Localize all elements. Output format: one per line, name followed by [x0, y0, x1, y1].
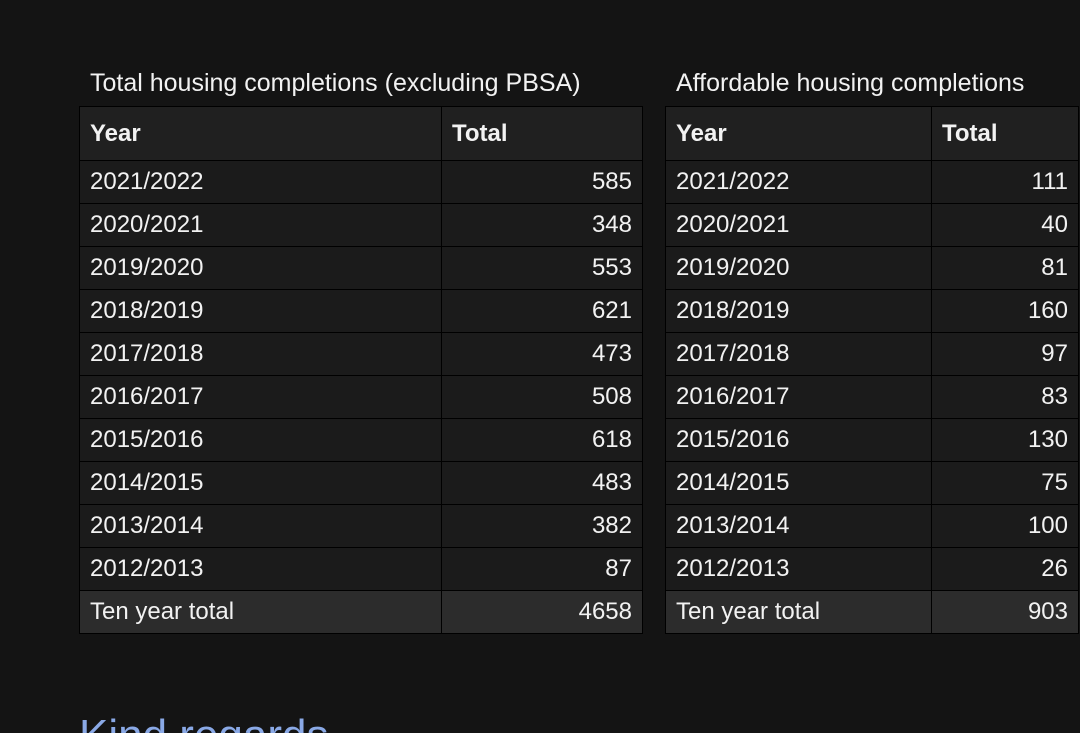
total-cell: 83 [931, 375, 1079, 419]
table-row: 2016/2017 83 [665, 375, 1079, 419]
table-row: 2020/2021 348 [79, 203, 643, 247]
total-cell: 40 [931, 203, 1079, 247]
table-caption: Affordable housing completions [676, 69, 1025, 97]
column-header-total: Total [441, 106, 643, 161]
table-row: 2017/2018 473 [79, 332, 643, 376]
closing-salutation: Kind regards [79, 706, 328, 733]
year-cell: 2019/2020 [665, 246, 932, 290]
table-row: 2012/2013 87 [79, 547, 643, 591]
ten-year-total-row: Ten year total 903 [665, 590, 1079, 634]
year-cell: 2018/2019 [665, 289, 932, 333]
table-row: 2013/2014 100 [665, 504, 1079, 548]
total-cell: 618 [441, 418, 643, 462]
total-cell: 81 [931, 246, 1079, 290]
ten-year-total-row: Ten year total 4658 [79, 590, 643, 634]
year-cell: 2017/2018 [665, 332, 932, 376]
total-cell: 87 [441, 547, 643, 591]
total-row-value: 903 [931, 590, 1079, 634]
table-row: 2017/2018 97 [665, 332, 1079, 376]
year-cell: 2021/2022 [79, 160, 442, 204]
total-cell: 97 [931, 332, 1079, 376]
table-row: 2018/2019 621 [79, 289, 643, 333]
table-row: 2014/2015 483 [79, 461, 643, 505]
total-cell: 473 [441, 332, 643, 376]
total-cell: 75 [931, 461, 1079, 505]
year-cell: 2013/2014 [665, 504, 932, 548]
year-cell: 2017/2018 [79, 332, 442, 376]
table-row: 2020/2021 40 [665, 203, 1079, 247]
table-caption: Total housing completions (excluding PBS… [90, 69, 581, 97]
table-row: 2013/2014 382 [79, 504, 643, 548]
column-header-total: Total [931, 106, 1079, 161]
year-cell: 2014/2015 [665, 461, 932, 505]
column-header-year: Year [665, 106, 932, 161]
column-header-year: Year [79, 106, 442, 161]
affordable-completions-table: Year Total 2021/2022 111 2020/2021 40 2019… [665, 106, 1079, 634]
total-row-label: Ten year total [665, 590, 932, 634]
table-row: 2014/2015 75 [665, 461, 1079, 505]
year-cell: 2012/2013 [665, 547, 932, 591]
year-cell: 2020/2021 [665, 203, 932, 247]
year-cell: 2015/2016 [79, 418, 442, 462]
table-row: 2021/2022 585 [79, 160, 643, 204]
year-cell: 2018/2019 [79, 289, 442, 333]
total-cell: 100 [931, 504, 1079, 548]
total-cell: 508 [441, 375, 643, 419]
total-cell: 382 [441, 504, 643, 548]
total-row-label: Ten year total [79, 590, 442, 634]
table-header-row: Year Total [665, 106, 1079, 161]
total-row-value: 4658 [441, 590, 643, 634]
total-completions-block: Total housing completions (excluding PBS… [79, 66, 643, 634]
table-row: 2021/2022 111 [665, 160, 1079, 204]
table-row: 2019/2020 553 [79, 246, 643, 290]
total-cell: 111 [931, 160, 1079, 204]
total-cell: 553 [441, 246, 643, 290]
total-cell: 621 [441, 289, 643, 333]
table-row: 2012/2013 26 [665, 547, 1079, 591]
year-cell: 2013/2014 [79, 504, 442, 548]
table-row: 2016/2017 508 [79, 375, 643, 419]
year-cell: 2012/2013 [79, 547, 442, 591]
total-cell: 130 [931, 418, 1079, 462]
table-row: 2015/2016 130 [665, 418, 1079, 462]
year-cell: 2020/2021 [79, 203, 442, 247]
table-row: 2018/2019 160 [665, 289, 1079, 333]
total-completions-table: Year Total 2021/2022 585 2020/2021 348 201… [79, 106, 643, 634]
total-cell: 483 [441, 461, 643, 505]
year-cell: 2015/2016 [665, 418, 932, 462]
table-row: 2015/2016 618 [79, 418, 643, 462]
total-cell: 160 [931, 289, 1079, 333]
year-cell: 2016/2017 [79, 375, 442, 419]
total-cell: 348 [441, 203, 643, 247]
affordable-completions-block: Affordable housing completions Year Tota… [665, 66, 1079, 634]
year-cell: 2014/2015 [79, 461, 442, 505]
year-cell: 2021/2022 [665, 160, 932, 204]
total-cell: 26 [931, 547, 1079, 591]
year-cell: 2019/2020 [79, 246, 442, 290]
year-cell: 2016/2017 [665, 375, 932, 419]
total-cell: 585 [441, 160, 643, 204]
table-row: 2019/2020 81 [665, 246, 1079, 290]
table-header-row: Year Total [79, 106, 643, 161]
